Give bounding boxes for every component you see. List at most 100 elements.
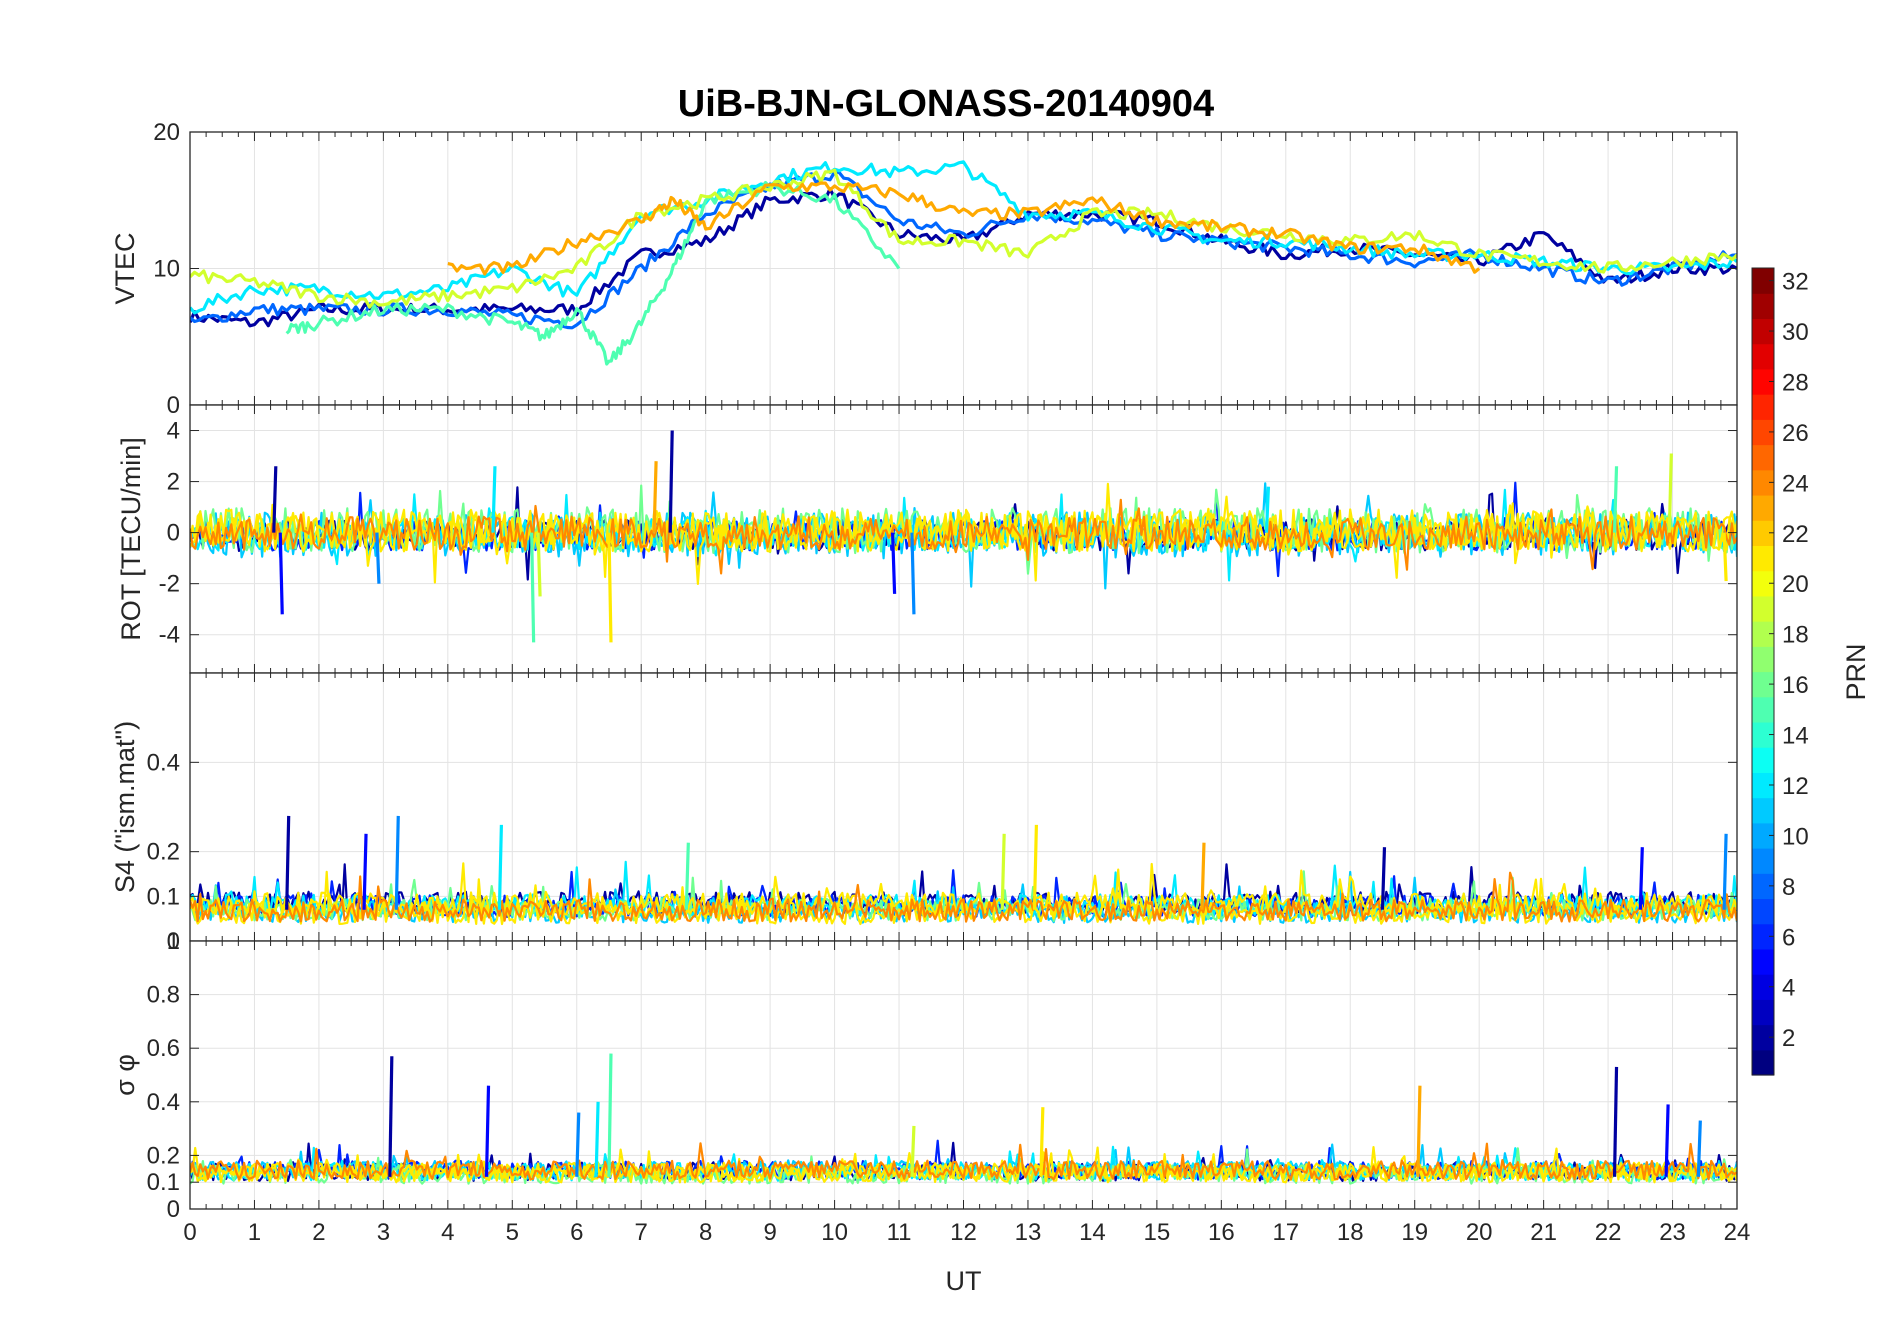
colorbar-tick-label: 26 <box>1782 420 1809 447</box>
series-group <box>190 815 1737 926</box>
axis-ticks <box>189 132 1738 405</box>
spike-mark <box>910 532 916 615</box>
x-tick-label: 12 <box>950 1219 977 1246</box>
series-line-prn-19 <box>190 168 1737 309</box>
series-group <box>190 1053 1737 1185</box>
colorbar-cell <box>1752 621 1774 647</box>
spike-mark <box>1638 847 1644 910</box>
spike-mark <box>1032 824 1039 910</box>
colorbar-cell <box>1752 444 1774 471</box>
y-tick-label: 0.2 <box>147 1142 180 1169</box>
x-tick-label: 24 <box>1724 1219 1751 1246</box>
colorbar-cell <box>1752 520 1774 547</box>
colorbar-tick-label: 32 <box>1782 269 1809 296</box>
colorbar-tick-label: 24 <box>1782 470 1809 497</box>
x-tick-label: 1 <box>248 1219 261 1246</box>
spike-mark <box>1612 466 1619 533</box>
colorbar-cell <box>1752 394 1774 420</box>
colorbar-tick-label: 6 <box>1782 924 1795 951</box>
colorbar-cell <box>1752 570 1774 597</box>
colorbar-tick-label: 22 <box>1782 521 1809 548</box>
x-axis-label: UT <box>946 1266 982 1296</box>
spike-mark <box>362 833 368 910</box>
colorbar-tick-label: 20 <box>1782 571 1809 598</box>
y-tick-label: 2 <box>167 469 180 496</box>
y-tick-label: 0.4 <box>147 749 180 776</box>
panel-2: -4 -2 0 2 4 ROT [TECU/min] <box>116 404 1738 674</box>
colorbar-cell <box>1752 343 1774 370</box>
colorbar-cell <box>1752 293 1774 320</box>
colorbar-tick-label: 12 <box>1782 773 1809 800</box>
y-axis-label: VTEC <box>110 232 140 304</box>
series-trace <box>190 862 1737 917</box>
colorbar-cell <box>1752 948 1774 975</box>
y-tick-label: 0 <box>167 1196 180 1223</box>
y-tick-label: 4 <box>167 418 180 445</box>
x-tick-label: 10 <box>821 1219 848 1246</box>
spike-mark <box>1380 847 1387 910</box>
colorbar-cell <box>1752 721 1774 748</box>
y-tick-label: 0.1 <box>147 1169 180 1196</box>
x-tick-label: 5 <box>506 1219 519 1246</box>
x-tick-label: 11 <box>887 1219 912 1246</box>
x-tick-label: 7 <box>635 1219 648 1246</box>
colorbar-cell <box>1752 1049 1774 1076</box>
y-tick-label: 0 <box>167 520 180 547</box>
colorbar-tick-label: 2 <box>1782 1025 1795 1052</box>
colorbar-cell <box>1752 772 1774 799</box>
spike-mark <box>607 532 613 643</box>
spike-mark <box>278 532 284 615</box>
spike-mark <box>491 466 497 533</box>
series-group <box>190 160 1737 366</box>
spike-mark <box>1664 1104 1670 1177</box>
panel-4: 00.10.20.40.60.81σ φ <box>110 928 1738 1223</box>
colorbar-cell <box>1752 974 1774 1000</box>
x-tick-label: 13 <box>1015 1219 1042 1246</box>
spike-mark <box>1000 833 1006 910</box>
y-tick-label: 10 <box>153 256 180 283</box>
x-tick-label: 18 <box>1337 1219 1364 1246</box>
colorbar-cell <box>1752 595 1774 622</box>
colorbar-cell <box>1752 1024 1774 1051</box>
series-line-prn-23 <box>447 181 1481 276</box>
colorbar-cell <box>1752 368 1774 395</box>
colorbar-frame <box>1751 267 1775 1076</box>
series-trace <box>190 1146 1737 1183</box>
colorbar-label: PRN <box>1841 643 1871 700</box>
series-group <box>190 430 1737 643</box>
spike-mark <box>536 532 542 597</box>
colorbar-cell <box>1752 923 1774 950</box>
y-axis-label: S4 ("ism.mat") <box>110 721 140 893</box>
spike-mark <box>575 1112 581 1177</box>
axis-ticks <box>189 405 1738 673</box>
colorbar-tick-label: 4 <box>1782 975 1795 1002</box>
colorbar-cell <box>1752 873 1774 900</box>
x-tick-label: 21 <box>1530 1219 1557 1246</box>
colorbar-tick-label: 28 <box>1782 369 1809 396</box>
x-axis: 0 1 2 3 4 5 6 7 8 9 10 11 12 13 14 15 16 17 18 19 20 21 22 23 24… <box>183 1219 1750 1296</box>
x-tick-label: 4 <box>441 1219 454 1246</box>
spike-mark <box>684 842 690 910</box>
x-tick-label: 0 <box>183 1219 196 1246</box>
chart-title: UiB-BJN-GLONASS-20140904 <box>678 83 1214 125</box>
colorbar-tick-label: 8 <box>1782 874 1795 901</box>
x-tick-label: 16 <box>1208 1219 1235 1246</box>
y-tick-label: 0.4 <box>147 1089 180 1116</box>
colorbar-cell <box>1752 898 1774 925</box>
spike-mark <box>594 1101 600 1177</box>
colorbar-cell <box>1752 268 1774 294</box>
spike-mark <box>607 1053 613 1177</box>
spike-mark <box>272 466 278 533</box>
spike-mark <box>1200 842 1206 910</box>
colorbar-cell <box>1752 646 1774 673</box>
spike-mark <box>652 461 658 533</box>
colorbar-cell <box>1752 848 1774 874</box>
x-tick-label: 23 <box>1659 1219 1686 1246</box>
x-tick-label: 9 <box>763 1219 776 1246</box>
colorbar-cell <box>1752 545 1774 572</box>
y-tick-label: 20 <box>153 119 180 146</box>
y-tick-label: 0.2 <box>147 839 180 866</box>
axis-ticks <box>189 941 1738 1209</box>
